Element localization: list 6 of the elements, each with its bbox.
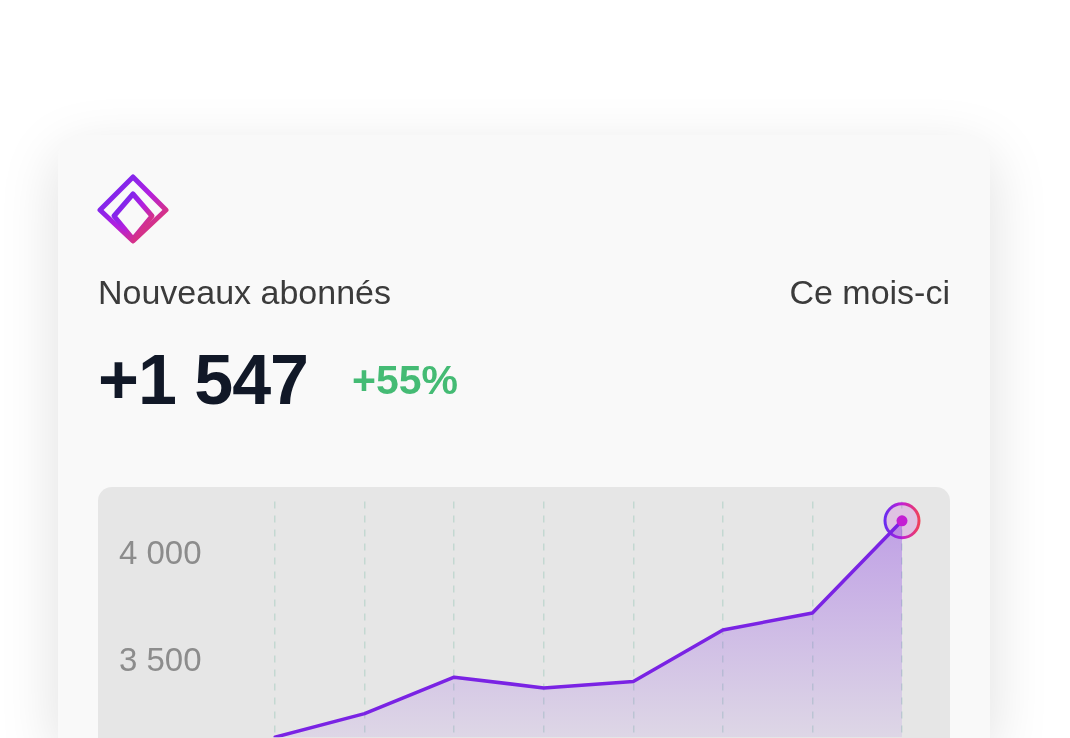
y-tick-label: 4 000 xyxy=(119,534,202,572)
text: +1 547 xyxy=(98,341,309,419)
chart-title: Nouveaux abonnés xyxy=(98,273,392,311)
y-tick-label: 3 500 xyxy=(119,641,202,679)
text: +55% xyxy=(352,357,459,403)
chart-subtitle: Ce mois-ci xyxy=(789,273,950,311)
